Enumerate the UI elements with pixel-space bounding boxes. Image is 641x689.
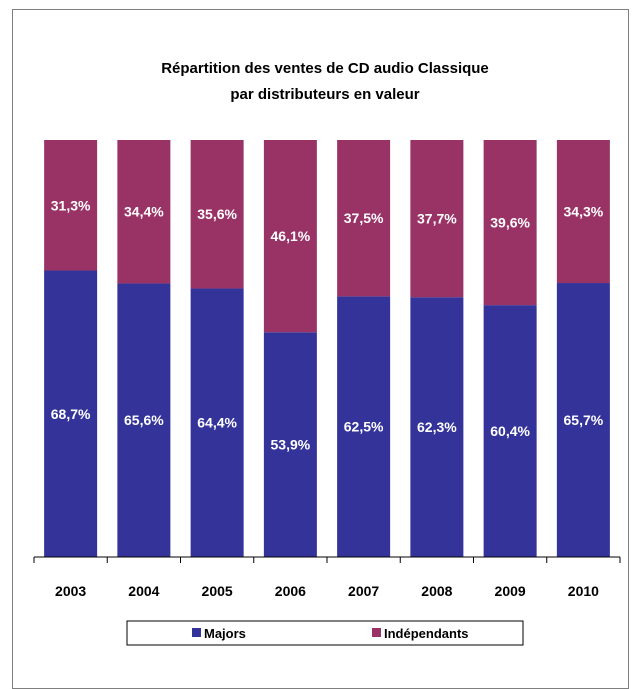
- data-label-independants-2005: 35,6%: [197, 206, 237, 222]
- bar-segment-majors-2008: [410, 297, 464, 557]
- bar-segment-independants-2007: [337, 140, 391, 297]
- x-tick-label-2009: 2009: [495, 583, 526, 599]
- x-tick-label-2005: 2005: [202, 583, 233, 599]
- category-labels-group: 2003 2004 2005 2006 2007 2008 2009 2010: [55, 583, 599, 599]
- x-tick-label-2007: 2007: [348, 583, 379, 599]
- data-label-majors-2006: 53,9%: [271, 437, 311, 453]
- bar-segment-majors-2006: [263, 332, 317, 557]
- data-label-majors-2009: 60,4%: [490, 423, 530, 439]
- data-label-majors-2007: 62,5%: [344, 419, 384, 435]
- x-tick-label-2006: 2006: [275, 583, 306, 599]
- data-label-majors-2003: 68,7%: [51, 406, 91, 422]
- data-label-independants-2003: 31,3%: [51, 197, 91, 213]
- bar-segment-independants-2006: [263, 140, 317, 333]
- bar-segment-independants-2008: [410, 140, 464, 298]
- x-tick-label-2003: 2003: [55, 583, 86, 599]
- data-label-majors-2004: 65,6%: [124, 412, 164, 428]
- x-tick-label-2010: 2010: [568, 583, 599, 599]
- bar-segment-majors-2005: [190, 288, 244, 557]
- data-label-independants-2008: 37,7%: [417, 211, 457, 227]
- data-label-majors-2010: 65,7%: [564, 412, 604, 428]
- data-label-independants-2006: 46,1%: [271, 228, 311, 244]
- bar-segment-independants-2003: [44, 140, 98, 271]
- legend-label-majors: Majors: [204, 626, 246, 641]
- chart-title-line-2: par distributeurs en valeur: [230, 86, 419, 103]
- data-label-majors-2008: 62,3%: [417, 419, 457, 435]
- legend-label-independants: Indépendants: [384, 626, 469, 641]
- bar-segment-independants-2010: [556, 140, 610, 284]
- x-ticks-group: [33, 557, 621, 563]
- data-label-independants-2010: 34,3%: [564, 204, 604, 220]
- bar-segment-independants-2005: [190, 140, 244, 289]
- data-label-independants-2007: 37,5%: [344, 210, 384, 226]
- x-tick-label-2008: 2008: [421, 583, 452, 599]
- bar-segment-majors-2010: [556, 283, 610, 557]
- data-label-majors-2005: 64,4%: [197, 415, 237, 431]
- segment-labels-group: 68,7% 31,3% 65,6% 34,4% 64,4% 35,6% 53,9% 46,1%…: [51, 197, 604, 452]
- data-label-independants-2009: 39,6%: [490, 215, 530, 231]
- bar-segment-majors-2003: [44, 270, 98, 557]
- bar-segment-majors-2009: [483, 305, 537, 557]
- bar-segment-independants-2004: [117, 140, 171, 284]
- bar-segment-independants-2009: [483, 140, 537, 306]
- chart-title-line-1: Répartition des ventes de CD audio Class…: [161, 60, 489, 77]
- bar-segment-majors-2004: [117, 283, 171, 557]
- data-label-independants-2004: 34,4%: [124, 204, 164, 220]
- bars-group: [44, 140, 610, 557]
- x-tick-label-2004: 2004: [128, 583, 159, 599]
- legend: Majors Indépendants: [126, 620, 524, 646]
- legend-swatch-majors: [192, 628, 201, 637]
- legend-swatch-independants: [372, 628, 381, 637]
- bar-segment-majors-2007: [337, 296, 391, 557]
